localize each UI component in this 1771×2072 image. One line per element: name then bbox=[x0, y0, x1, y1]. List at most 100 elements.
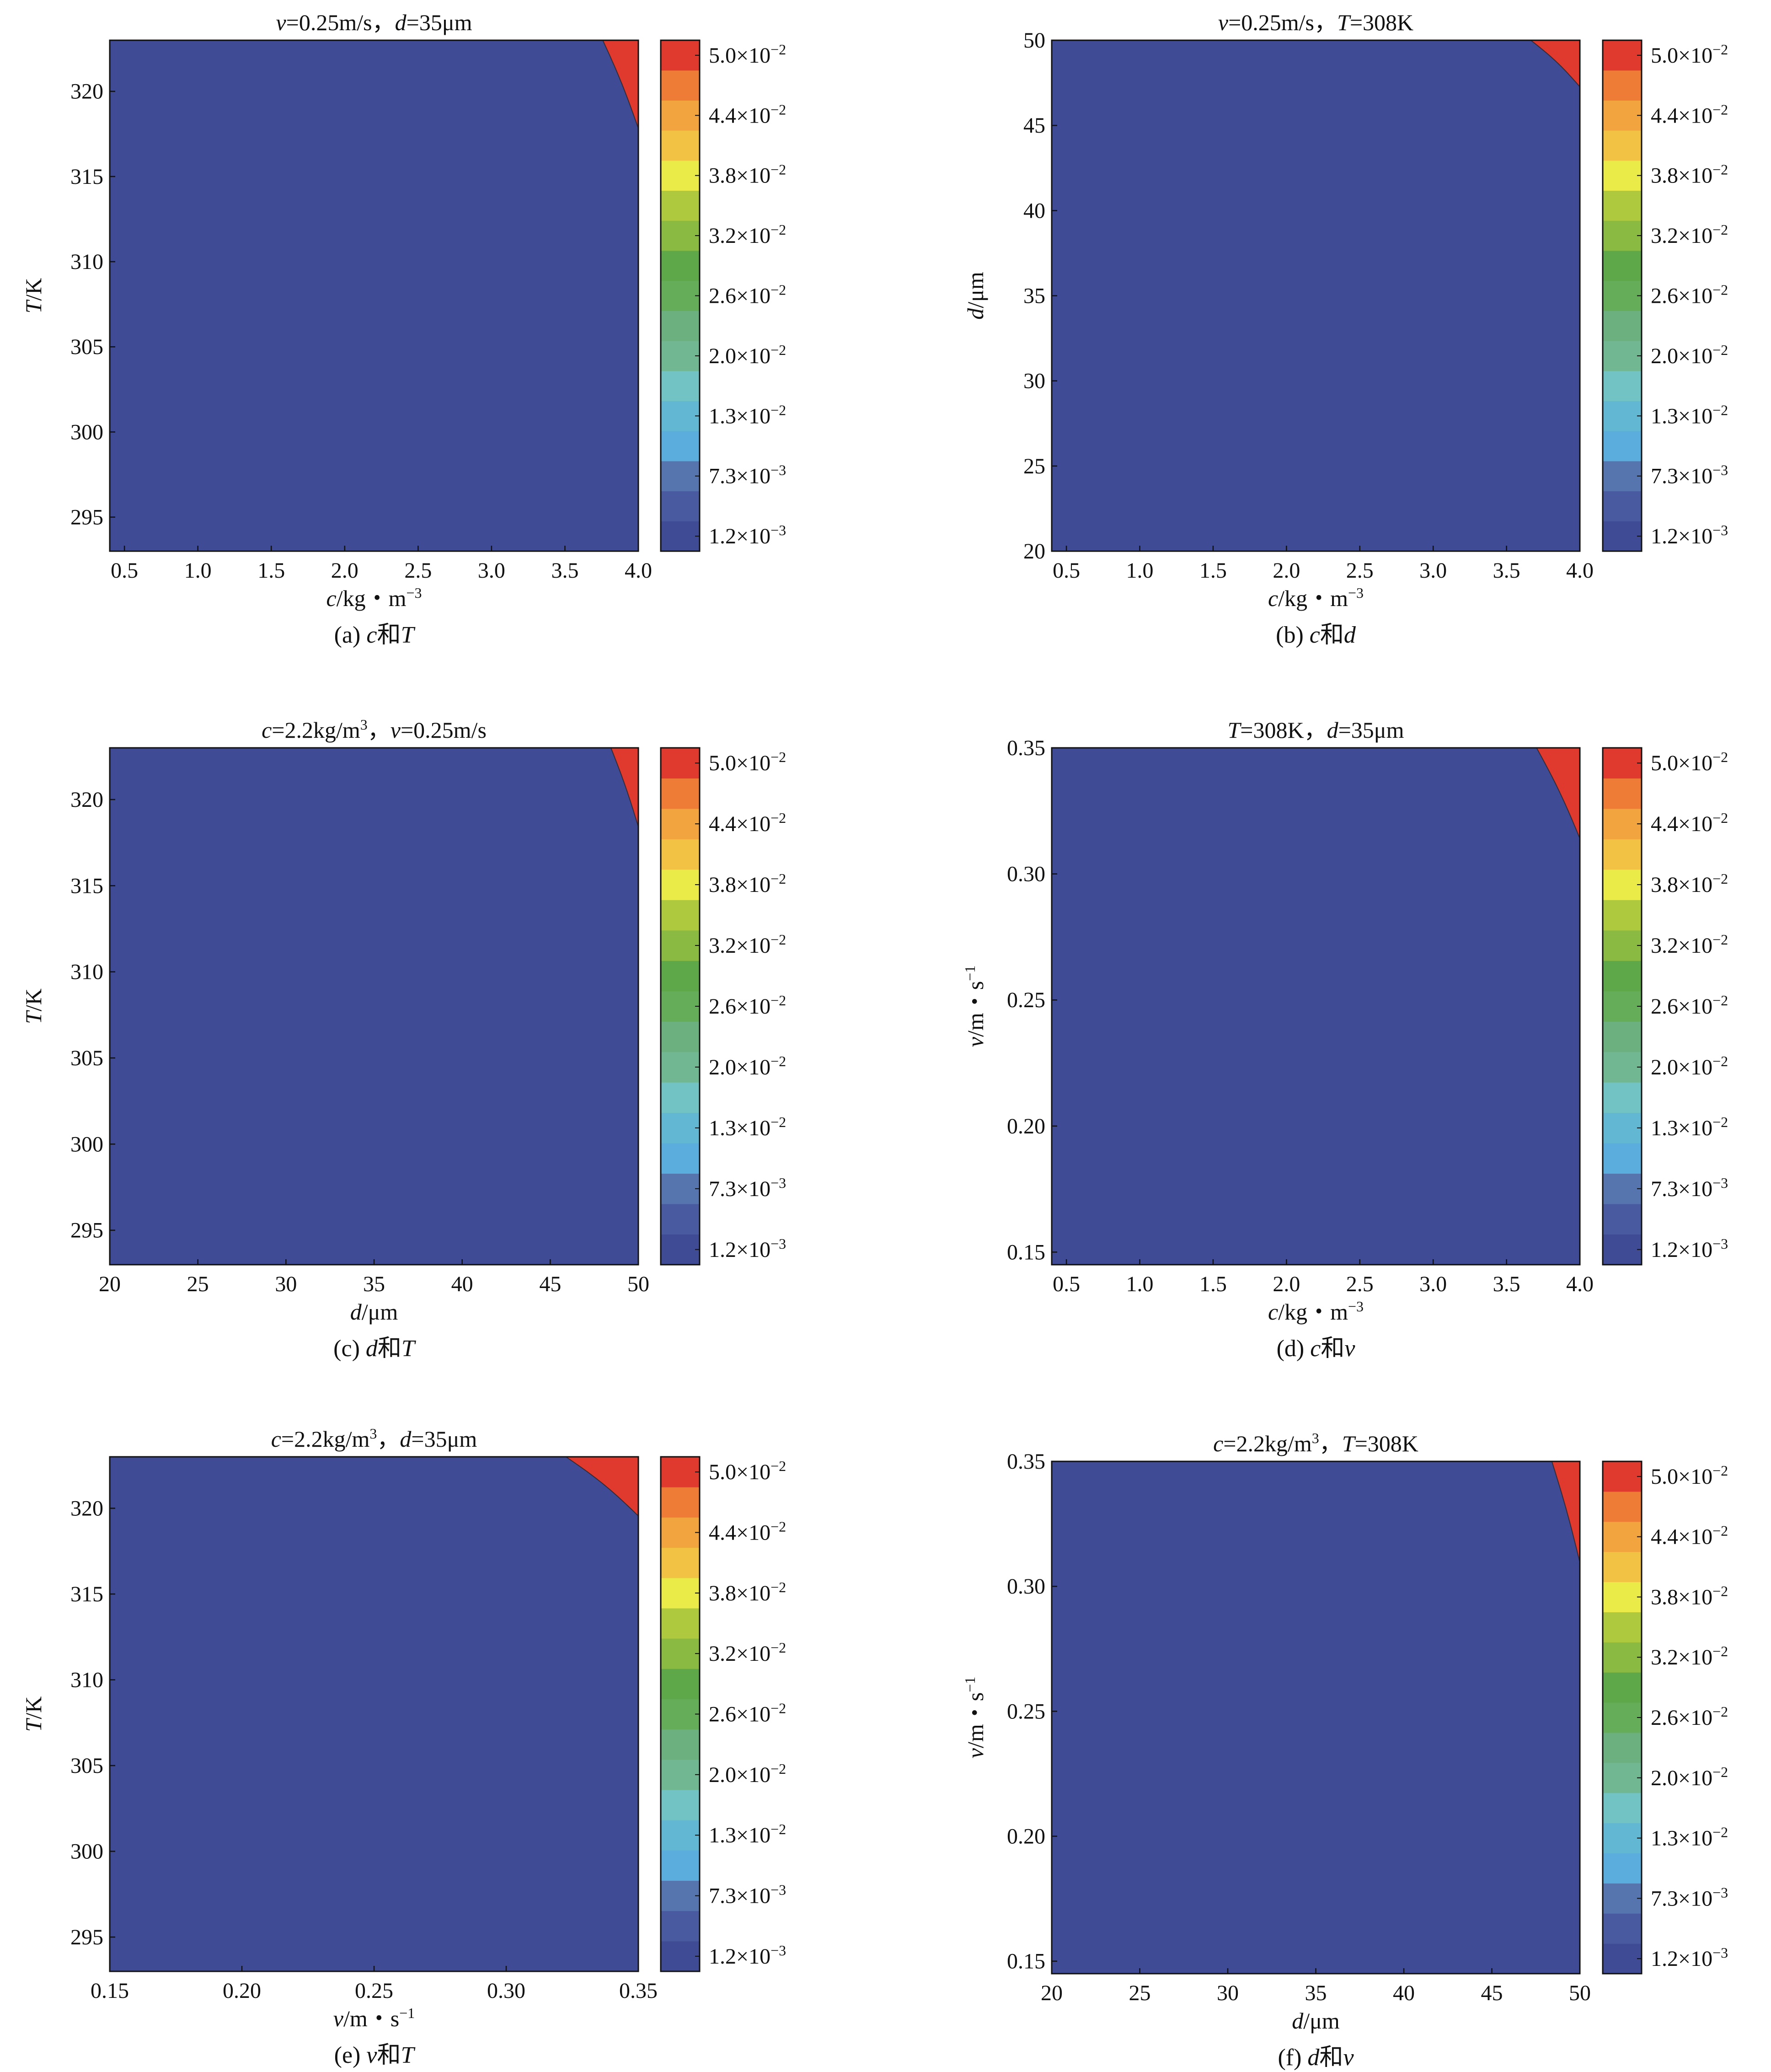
x-axis-label: d/μm bbox=[350, 1299, 398, 1325]
colorbar-swatch bbox=[661, 1911, 700, 1942]
x-tick-label: 0.30 bbox=[487, 1979, 525, 2003]
colorbar-label: 5.0×10−2 bbox=[709, 1458, 786, 1484]
x-tick-label: 35 bbox=[1305, 1981, 1327, 2005]
colorbar-swatch bbox=[661, 1850, 700, 1881]
panel-caption: (e) v和T bbox=[334, 2042, 416, 2068]
colorbar-label: 2.6×10−2 bbox=[1651, 1703, 1728, 1730]
x-tick-label: 40 bbox=[1393, 1981, 1415, 2005]
x-tick-label: 2.0 bbox=[1273, 1272, 1300, 1296]
colorbar-swatch bbox=[1603, 1551, 1642, 1583]
colorbar-swatch bbox=[661, 1173, 700, 1204]
y-tick-label: 310 bbox=[70, 250, 103, 274]
colorbar-swatch bbox=[1603, 160, 1642, 191]
colorbar-swatch bbox=[661, 521, 700, 552]
y-tick-label: 305 bbox=[70, 1046, 103, 1070]
colorbar-label: 7.3×10−3 bbox=[1651, 462, 1728, 488]
colorbar-swatch bbox=[1603, 1461, 1642, 1492]
x-tick-label: 30 bbox=[275, 1272, 297, 1296]
y-tick-label: 320 bbox=[70, 80, 103, 104]
x-tick-label: 30 bbox=[1217, 1981, 1239, 2005]
x-tick-label: 40 bbox=[451, 1272, 473, 1296]
colorbar-swatch bbox=[1603, 100, 1642, 131]
panel-e: 0.15 0.20 0.25 0.30 0.35 295 300 305 310 315 320 c=… bbox=[21, 1425, 786, 2068]
colorbar-swatch bbox=[1603, 930, 1642, 961]
y-tick-label: 0.30 bbox=[1007, 1574, 1045, 1599]
colorbar-label: 2.0×10−2 bbox=[1651, 1764, 1728, 1790]
colorbar-swatch bbox=[1603, 778, 1642, 809]
colorbar-swatch bbox=[1603, 1823, 1642, 1853]
colorbar-swatch bbox=[661, 1052, 700, 1083]
x-tick-label: 3.0 bbox=[1419, 558, 1447, 583]
chart-title: v=0.25m/s，d=35μm bbox=[276, 10, 472, 35]
y-tick-label: 295 bbox=[70, 1219, 103, 1243]
colorbar-swatch bbox=[1603, 1612, 1642, 1643]
panel-caption: (f) d和v bbox=[1278, 2045, 1354, 2071]
panel-caption: (a) c和T bbox=[334, 622, 416, 648]
colorbar-swatch bbox=[661, 778, 700, 809]
contour-field bbox=[1052, 748, 1580, 1265]
colorbar-swatch bbox=[661, 100, 700, 131]
colorbar-label: 1.2×10−3 bbox=[1651, 1944, 1728, 1971]
colorbar-label: 4.4×10−2 bbox=[709, 101, 786, 128]
colorbar-label: 7.3×10−3 bbox=[709, 1175, 786, 1201]
contour-line-16 bbox=[610, 748, 638, 827]
colorbar-label: 3.8×10−2 bbox=[709, 1579, 786, 1605]
contour-band-0 bbox=[1052, 40, 1580, 551]
x-tick-label: 0.5 bbox=[1053, 1272, 1080, 1296]
y-axis-label: v/m・s−1 bbox=[962, 966, 988, 1047]
colorbar-swatch bbox=[661, 461, 700, 492]
colorbar-swatch bbox=[661, 808, 700, 839]
colorbar-swatch bbox=[661, 70, 700, 101]
y-tick-label: 0.30 bbox=[1007, 862, 1045, 886]
y-tick-label: 0.25 bbox=[1007, 1699, 1045, 1723]
y-tick-label: 40 bbox=[1023, 199, 1045, 223]
colorbar-swatch bbox=[661, 1517, 700, 1548]
contour-band-16 bbox=[603, 40, 638, 129]
colorbar-swatch bbox=[661, 1941, 700, 1972]
y-tick-label: 295 bbox=[70, 1925, 103, 1949]
colorbar-swatch bbox=[661, 1082, 700, 1113]
colorbar-label: 4.4×10−2 bbox=[709, 1518, 786, 1545]
colorbar-swatch bbox=[1603, 461, 1642, 492]
x-tick-label: 0.35 bbox=[619, 1979, 658, 2003]
colorbar-swatch bbox=[661, 869, 700, 900]
colorbar-swatch bbox=[1603, 1234, 1642, 1265]
colorbar-label: 2.0×10−2 bbox=[709, 342, 786, 368]
colorbar-swatch bbox=[661, 1608, 700, 1639]
colorbar-swatch bbox=[661, 1021, 700, 1052]
colorbar-swatch bbox=[1603, 748, 1642, 778]
colorbar-label: 1.2×10−3 bbox=[709, 1942, 786, 1969]
colorbar-swatch bbox=[661, 991, 700, 1022]
colorbar-swatch bbox=[1603, 190, 1642, 221]
x-tick-label: 3.5 bbox=[1493, 1272, 1520, 1296]
colorbar-swatch bbox=[1603, 1582, 1642, 1612]
colorbar-swatch bbox=[1603, 1702, 1642, 1733]
y-tick-label: 315 bbox=[70, 1582, 103, 1606]
x-tick-label: 0.25 bbox=[355, 1979, 393, 2003]
chart-title: T=308K，d=35μm bbox=[1227, 717, 1404, 743]
colorbar-swatch bbox=[661, 1112, 700, 1143]
colorbar-label: 3.8×10−2 bbox=[709, 870, 786, 897]
contour-field bbox=[1052, 1461, 1580, 1974]
colorbar: 5.0×10−2 4.4×10−2 3.8×10−2 3.2×10−2 2.6×10−2… bbox=[660, 39, 786, 552]
x-tick-label: 0.5 bbox=[1053, 558, 1080, 583]
colorbar-label: 3.8×10−2 bbox=[1651, 870, 1728, 897]
colorbar-swatch bbox=[1603, 1883, 1642, 1914]
colorbar-swatch bbox=[661, 1578, 700, 1609]
panel-b: 0.5 1.0 1.5 2.0 2.5 3.0 3.5 4.0 20 25 30 35 40 45 50 v=… bbox=[963, 10, 1728, 648]
panel-caption: (c) d和T bbox=[333, 1336, 416, 1362]
colorbar-swatch bbox=[1603, 1913, 1642, 1944]
colorbar-swatch bbox=[1603, 1672, 1642, 1703]
y-tick-label: 35 bbox=[1023, 284, 1045, 308]
y-tick-label: 0.25 bbox=[1007, 988, 1045, 1012]
colorbar-swatch bbox=[1603, 900, 1642, 931]
y-tick-label: 0.20 bbox=[1007, 1114, 1045, 1138]
colorbar-label: 1.3×10−2 bbox=[1651, 1824, 1728, 1851]
colorbar-swatch bbox=[661, 1143, 700, 1174]
colorbar-swatch bbox=[661, 370, 700, 401]
colorbar: 5.0×10−2 4.4×10−2 3.8×10−2 3.2×10−2 2.6×10−2… bbox=[1602, 39, 1728, 552]
colorbar-swatch bbox=[661, 1820, 700, 1851]
colorbar-swatch bbox=[1603, 370, 1642, 401]
x-tick-label: 20 bbox=[99, 1272, 121, 1296]
